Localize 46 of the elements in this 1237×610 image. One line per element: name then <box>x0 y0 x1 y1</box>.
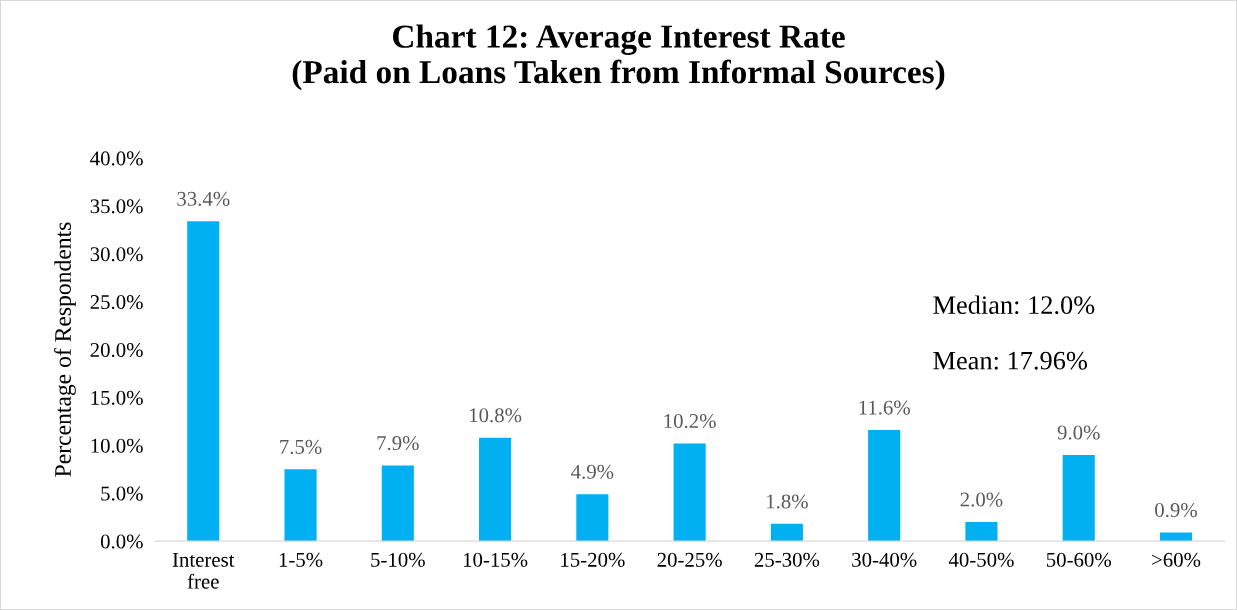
data-label: 11.6% <box>859 400 910 415</box>
data-label: 4.9% <box>571 464 614 479</box>
x-tick-label: 40-50% <box>948 552 1014 567</box>
bar <box>770 523 803 542</box>
y-tick-label: 10.0% <box>91 438 143 453</box>
data-label: 2.0% <box>960 492 1003 507</box>
bar <box>1159 532 1193 542</box>
bar <box>187 221 220 542</box>
x-tick-label: 30-40% <box>852 552 917 567</box>
data-label: 9.0% <box>1057 425 1100 440</box>
data-label: 1.8% <box>767 494 808 509</box>
x-tick-label: 25-30% <box>754 552 820 567</box>
x-tick-label: 50-60% <box>1046 552 1111 567</box>
annotation: Median: 12.0% <box>933 295 1095 315</box>
bar <box>479 437 512 542</box>
x-tick-label: 10-15% <box>463 552 528 567</box>
x-tick-label: Interest free <box>172 552 235 589</box>
y-tick-label: 20.0% <box>90 342 143 358</box>
x-tick-label: 15-20% <box>561 552 625 567</box>
x-tick-label: 5-10% <box>371 552 425 567</box>
data-label: 7.9% <box>377 436 419 451</box>
bar <box>284 469 317 542</box>
data-label: 0.9% <box>1155 503 1197 518</box>
y-axis-title: Percentage of Respondents <box>54 222 76 477</box>
x-tick-label: 1-5% <box>279 552 323 567</box>
y-tick-label: 40.0% <box>90 151 143 166</box>
bar <box>381 465 414 542</box>
bar <box>868 429 901 542</box>
data-label: 10.2% <box>664 413 716 429</box>
data-label: 10.8% <box>470 408 522 423</box>
y-tick-label: 5.0% <box>101 486 143 501</box>
bar <box>1062 454 1095 542</box>
bar <box>576 494 609 542</box>
y-tick-label: 25.0% <box>90 295 143 310</box>
annotation: Mean: 17.96% <box>933 351 1087 370</box>
chart-title: Chart 12: Average Interest Rate (Paid on Loans Taken from Informal Sources) <box>292 24 945 91</box>
y-tick-label: 0.0% <box>100 534 143 549</box>
x-tick-label: 20-25% <box>657 552 722 567</box>
y-tick-label: 15.0% <box>91 390 143 405</box>
data-label: 33.4% <box>177 191 230 206</box>
y-tick-label: 30.0% <box>90 247 143 262</box>
x-tick-label: >60% <box>1152 552 1201 567</box>
bar <box>673 443 706 542</box>
data-label: 7.5% <box>280 439 322 454</box>
y-tick-label: 35.0% <box>90 199 143 214</box>
bar <box>965 521 998 542</box>
